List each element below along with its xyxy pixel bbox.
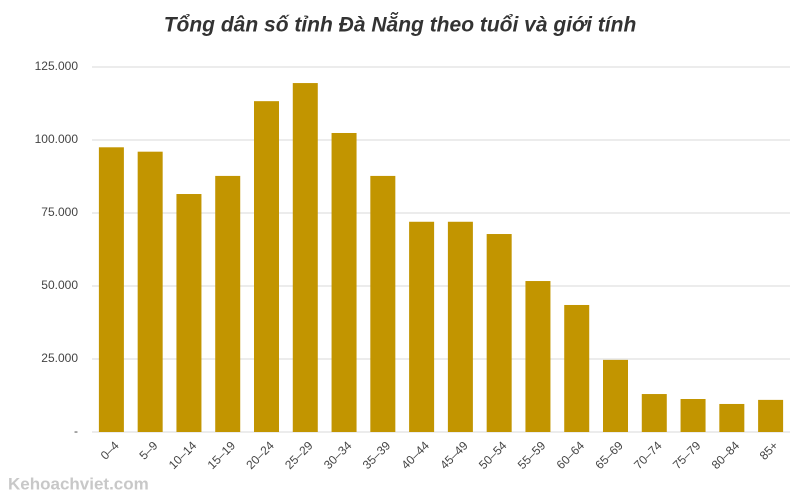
y-tick-label: - (74, 424, 78, 438)
bar (641, 394, 667, 432)
bar (447, 221, 473, 432)
x-tick-label: 30–34 (321, 438, 355, 472)
x-tick-label: 40–44 (398, 438, 432, 472)
x-tick-label: 45–49 (437, 438, 471, 472)
x-tick-label: 65–69 (592, 438, 626, 472)
y-tick-label: 50.000 (41, 278, 78, 292)
bar (370, 175, 396, 432)
y-tick-label: 25.000 (41, 351, 78, 365)
x-tick-label: 55–59 (515, 438, 549, 472)
x-tick-label: 60–64 (554, 438, 588, 472)
y-tick-label: 100.000 (35, 132, 79, 146)
x-tick-label: 75–79 (670, 438, 704, 472)
x-tick-label: 0–4 (98, 438, 122, 462)
bar (215, 175, 241, 432)
x-tick-label: 70–74 (631, 438, 665, 472)
x-tick-label: 50–54 (476, 438, 510, 472)
y-tick-label: 125.000 (35, 59, 79, 73)
x-tick-label: 85+ (757, 438, 781, 462)
x-tick-label: 10–14 (166, 438, 200, 472)
chart-title: Tổng dân số tỉnh Đà Nẵng theo tuổi và gi… (164, 13, 637, 37)
bar (176, 194, 202, 432)
bar (525, 281, 551, 432)
bar (758, 399, 784, 432)
bar (292, 83, 318, 432)
bar (564, 304, 590, 432)
bar (409, 221, 435, 432)
bar (98, 147, 124, 433)
y-tick-label: 75.000 (41, 205, 78, 219)
bar (254, 101, 279, 432)
x-tick-label: 25–29 (282, 438, 316, 472)
x-tick-label: 20–24 (243, 438, 277, 472)
bar (137, 151, 163, 432)
x-tick-label: 80–84 (709, 438, 743, 472)
bar (680, 399, 706, 432)
bar (719, 403, 745, 432)
x-tick-label: 35–39 (360, 438, 394, 472)
x-tick-label: 15–19 (205, 438, 239, 472)
watermark: Kehoachviet.com (8, 474, 149, 493)
bar (486, 234, 512, 432)
bar (603, 359, 628, 432)
x-tick-label: 5–9 (136, 438, 160, 462)
bar (331, 132, 357, 432)
